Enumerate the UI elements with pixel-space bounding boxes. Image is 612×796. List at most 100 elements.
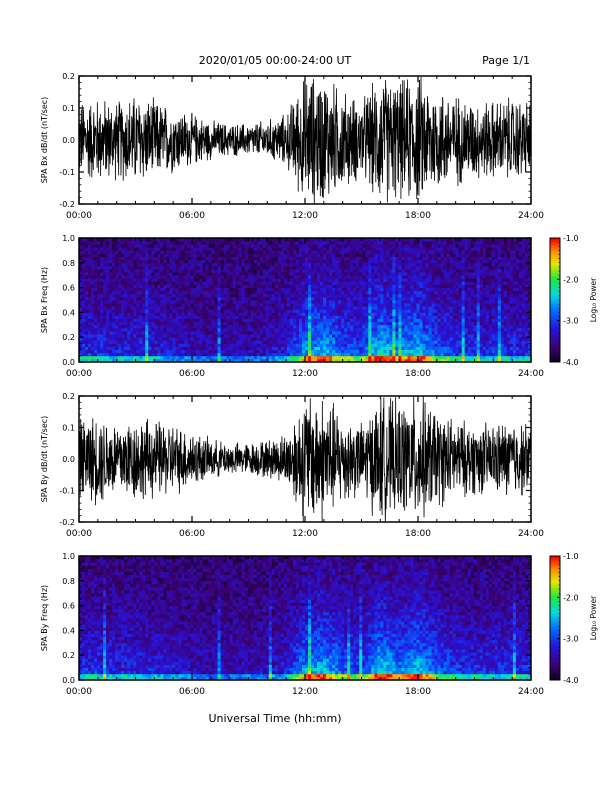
heatmap-cell [347,266,350,270]
heatmap-cell [233,306,236,310]
heatmap-cell [287,303,290,307]
heatmap-cell [398,250,401,254]
heatmap-cell [263,350,266,354]
heatmap-cell [377,275,380,279]
heatmap-cell [429,275,432,279]
heatmap-cell [215,250,218,254]
heatmap-cell [218,250,221,254]
heatmap-cell [263,275,266,279]
heatmap-cell [371,272,374,276]
heatmap-cell [338,303,341,307]
heatmap-cell [329,337,332,341]
heatmap-cell [239,303,242,307]
heatmap-cell [314,297,317,301]
heatmap-cell [263,291,266,295]
heatmap-cell [374,281,377,285]
heatmap-cell [175,337,178,341]
heatmap-cell [359,322,362,326]
heatmap-cell [260,288,263,292]
heatmap-cell [88,250,91,254]
heatmap-cell [438,340,441,344]
heatmap-cell [420,250,423,254]
heatmap-cell [175,241,178,245]
heatmap-cell [206,241,209,245]
heatmap-cell [103,331,106,335]
heatmap-cell [404,260,407,264]
heatmap-cell [356,281,359,285]
heatmap-cell [380,297,383,301]
heatmap-cell [365,334,368,338]
heatmap-cell [413,272,416,276]
heatmap-cell [100,241,103,245]
heatmap-cell [323,316,326,320]
heatmap-cell [401,281,404,285]
heatmap-cell [203,250,206,254]
heatmap-cell [145,343,148,347]
heatmap-cell [109,356,112,360]
heatmap-cell [121,247,124,251]
heatmap-cell [356,328,359,332]
heatmap-cell [224,291,227,295]
heatmap-cell [218,263,221,267]
heatmap-cell [257,309,260,313]
heatmap-cell [218,343,221,347]
heatmap-cell [178,297,181,301]
heatmap-cell [407,331,410,335]
heatmap-cell [275,297,278,301]
heatmap-cell [88,241,91,245]
heatmap-cell [215,347,218,351]
heatmap-cell [432,244,435,248]
heatmap-cell [404,247,407,251]
heatmap-cell [323,340,326,344]
heatmap-cell [94,350,97,354]
heatmap-cell [311,340,314,344]
heatmap-cell [420,294,423,298]
heatmap-cell [404,325,407,329]
heatmap-cell [284,278,287,282]
heatmap-cell [435,257,438,261]
heatmap-cell [200,356,203,360]
heatmap-cell [317,309,320,313]
heatmap-cell [160,244,163,248]
heatmap-cell [100,319,103,323]
heatmap-cell [344,285,347,289]
heatmap-cell [420,350,423,354]
heatmap-cell [200,347,203,351]
heatmap-cell [206,319,209,323]
heatmap-cell [386,316,389,320]
heatmap-cell [432,319,435,323]
heatmap-cell [178,288,181,292]
heatmap-cell [94,325,97,329]
heatmap-cell [236,319,239,323]
x-tick-label: 12:00 [292,211,318,221]
heatmap-cell [371,278,374,282]
heatmap-cell [130,269,133,273]
heatmap-cell [203,244,206,248]
heatmap-cell [236,281,239,285]
heatmap-cell [115,316,118,320]
heatmap-cell [124,334,127,338]
heatmap-cell [413,322,416,326]
heatmap-cell [356,260,359,264]
heatmap-cell [269,303,272,307]
heatmap-cell [413,285,416,289]
heatmap-cell [380,257,383,261]
heatmap-cell [344,291,347,295]
heatmap-cell [272,340,275,344]
heatmap-cell [85,334,88,338]
heatmap-cell [290,322,293,326]
heatmap-cell [127,263,130,267]
heatmap-cell [142,316,145,320]
heatmap-cell [212,247,215,251]
heatmap-cell [392,247,395,251]
heatmap-cell [260,325,263,329]
heatmap-cell [287,356,290,360]
heatmap-cell [308,334,311,338]
heatmap-cell [148,353,151,357]
heatmap-cell [245,325,248,329]
heatmap-cell [296,322,299,326]
heatmap-cell [121,285,124,289]
heatmap-cell [420,312,423,316]
heatmap-cell [311,300,314,304]
heatmap-cell [151,263,154,267]
